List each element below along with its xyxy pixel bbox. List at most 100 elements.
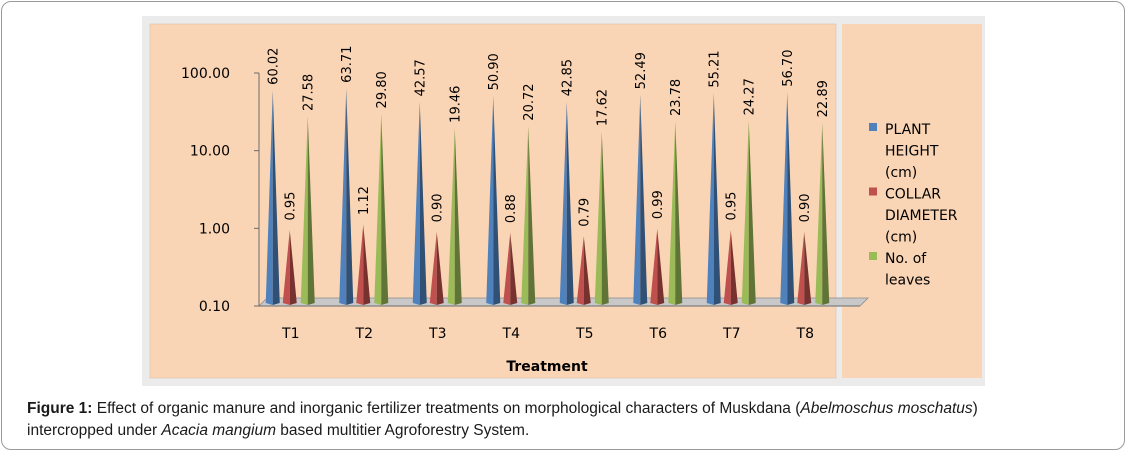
- cone-chart: 100.00 10.00 1.00 0.10 60.02 0.95 27.58 T1 63.71…: [149, 23, 982, 379]
- cone-t8-s2-side: [804, 231, 812, 305]
- cone-t3-s1-front: [412, 101, 420, 306]
- data-label: 55.21: [708, 50, 723, 87]
- data-label: 29.80: [375, 71, 390, 108]
- cone-t6-s2-side: [657, 228, 665, 305]
- data-label: 0.79: [578, 198, 593, 227]
- cone-t5-s3-front: [594, 131, 602, 305]
- cone-t7-s1-front: [706, 93, 714, 305]
- cone-t8-s1-front: [780, 92, 788, 305]
- cone-t8-s1-side: [787, 92, 795, 305]
- data-label: 1.12: [357, 186, 372, 215]
- data-label: 24.27: [743, 78, 758, 115]
- y-tick-label: 100.00: [181, 66, 230, 82]
- data-label: 20.72: [522, 83, 537, 120]
- data-label: 42.85: [561, 59, 576, 96]
- x-tick-label: T1: [281, 326, 299, 342]
- x-tick-label: T5: [575, 326, 593, 342]
- cone-t2-s1-side: [346, 88, 354, 305]
- legend-label: leaves: [885, 273, 930, 289]
- data-label: 27.58: [302, 74, 317, 111]
- legend-label: PLANT: [885, 122, 931, 138]
- cone-t3-s3-front: [447, 128, 455, 305]
- cone-t7-s2-front: [723, 230, 731, 305]
- cone-t7-s3-front: [741, 120, 749, 305]
- cone-t4-s3-front: [521, 126, 529, 306]
- legend-label: DIAMETER: [885, 208, 958, 224]
- data-label: 17.62: [596, 89, 611, 126]
- data-label: 22.89: [816, 80, 831, 117]
- cone-t8-s2-front: [797, 231, 805, 305]
- legend-swatch: [869, 252, 877, 260]
- caption-text-4: based multitier Agroforestry System.: [276, 422, 530, 439]
- legend-label: (cm): [885, 230, 917, 246]
- cone-t6-s3-side: [675, 121, 683, 306]
- data-label: 56.70: [781, 50, 796, 87]
- cone-t5-s1-front: [559, 101, 567, 306]
- cone-t4-s2-front: [503, 232, 511, 305]
- caption-text-2: ): [972, 400, 978, 417]
- y-tick-label: 1.00: [199, 221, 230, 237]
- cone-t3-s2-side: [436, 231, 444, 305]
- data-label: 0.95: [284, 192, 299, 221]
- legend-label: (cm): [885, 165, 917, 181]
- caption-text-3: intercropped under: [27, 422, 162, 439]
- cone-t7-s1-side: [713, 93, 721, 305]
- data-label: 0.90: [431, 193, 446, 222]
- cone-t7-s2-side: [730, 230, 738, 305]
- figure-caption: Figure 1: Effect of organic manure and i…: [27, 398, 1107, 442]
- legend-label: COLLAR: [885, 187, 941, 203]
- x-tick-label: T8: [796, 326, 814, 342]
- cone-t4-s1-front: [486, 95, 494, 305]
- cone-t6-s1-side: [640, 94, 648, 305]
- x-tick-label: T3: [428, 326, 446, 342]
- data-label: 60.02: [267, 48, 282, 85]
- cone-t2-s2-front: [356, 224, 364, 305]
- x-axis-title: Treatment: [506, 359, 588, 375]
- data-label: 42.57: [414, 59, 429, 96]
- cone-t4-s3-side: [528, 126, 536, 306]
- data-label: 0.90: [798, 193, 813, 222]
- legend-label: HEIGHT: [885, 144, 939, 160]
- cone-t2-s3-side: [381, 113, 389, 305]
- cone-t1-s2-front: [282, 230, 290, 305]
- y-tick-label: 10.00: [190, 144, 230, 160]
- legend-label: No. of: [885, 251, 927, 267]
- cone-t3-s2-front: [429, 231, 437, 305]
- cone-t2-s1-front: [339, 88, 347, 305]
- cone-t1-s1-side: [272, 90, 280, 305]
- cone-t1-s3-side: [307, 116, 315, 306]
- cone-t1-s2-side: [289, 230, 297, 305]
- cone-t4-s1-side: [493, 95, 501, 305]
- x-tick-label: T7: [722, 326, 740, 342]
- cone-t7-s3-side: [748, 120, 756, 305]
- cone-t5-s2-front: [576, 236, 584, 305]
- caption-text-1: Effect of organic manure and inorganic f…: [92, 400, 801, 417]
- x-tick-label: T6: [649, 326, 668, 342]
- cone-t2-s3-front: [374, 113, 382, 305]
- cone-t6-s3-front: [668, 121, 676, 306]
- legend-swatch: [869, 123, 877, 131]
- cone-t3-s1-side: [419, 101, 427, 306]
- legend-swatch: [869, 187, 877, 196]
- data-label: 52.49: [634, 52, 649, 89]
- data-label: 63.71: [340, 46, 355, 83]
- data-label: 23.78: [669, 79, 684, 116]
- data-label: 0.99: [651, 190, 666, 219]
- y-tick-label: 0.10: [199, 299, 230, 315]
- cone-t8-s3-front: [815, 122, 823, 305]
- x-tick-label: T4: [502, 326, 521, 342]
- legend-area: [842, 24, 982, 378]
- cone-t3-s3-side: [454, 128, 462, 305]
- cone-t2-s2-side: [363, 224, 371, 305]
- cone-t1-s1-front: [265, 90, 273, 305]
- cone-t5-s2-side: [583, 236, 591, 305]
- x-tick-label: T2: [355, 326, 373, 342]
- caption-tree: Acacia mangium: [161, 422, 276, 439]
- cone-t5-s1-side: [566, 101, 574, 306]
- caption-label: Figure 1:: [27, 400, 93, 417]
- cone-t6-s1-front: [633, 94, 641, 305]
- cone-t1-s3-front: [300, 116, 308, 306]
- data-label: 19.46: [449, 86, 464, 123]
- data-label: 0.88: [504, 194, 519, 223]
- data-label: 50.90: [487, 53, 502, 90]
